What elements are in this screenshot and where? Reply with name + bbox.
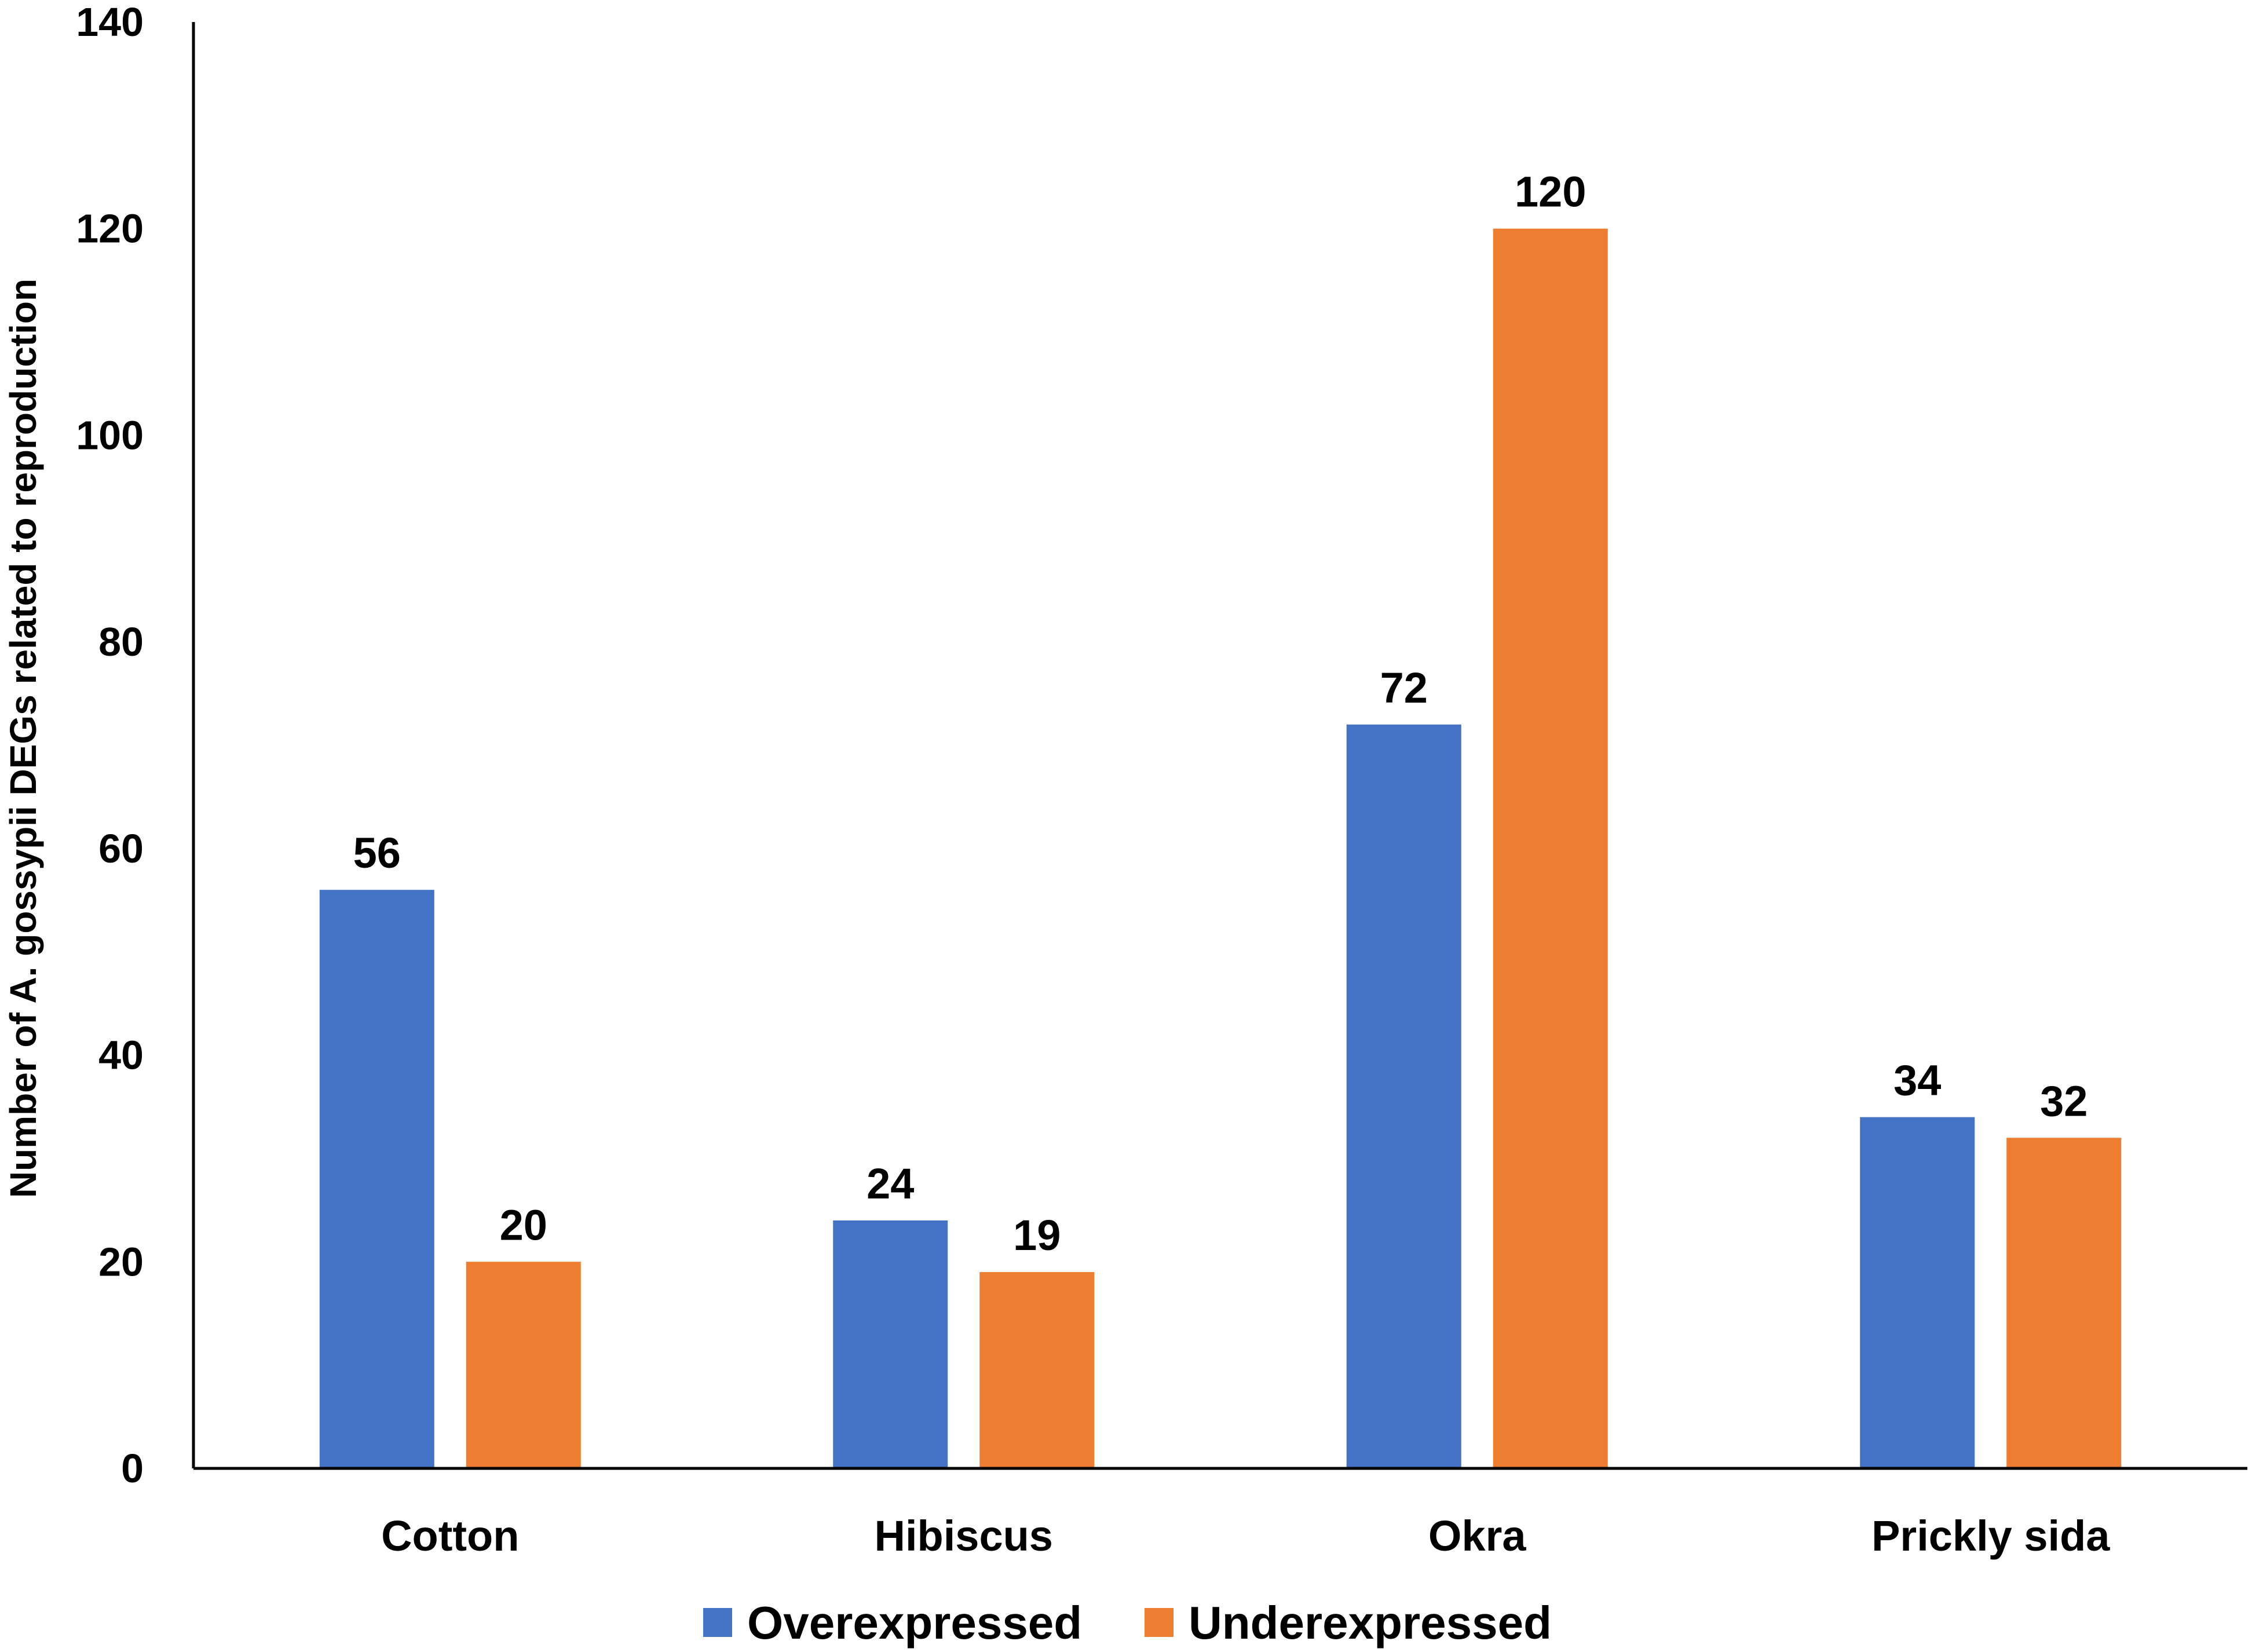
- y-tick-label: 20: [98, 1239, 144, 1284]
- bar-underexpressed-okra: [1493, 228, 1608, 1468]
- data-label: 20: [500, 1201, 547, 1249]
- bar-underexpressed-prickly-sida: [2006, 1138, 2122, 1468]
- data-label: 32: [2040, 1077, 2088, 1125]
- axes-layer: [192, 22, 2247, 1470]
- x-category-label: Hibiscus: [875, 1512, 1053, 1560]
- bar-overexpressed-okra: [1346, 724, 1461, 1468]
- legend-label-overexpressed: Overexpressed: [747, 1597, 1082, 1649]
- legend: Overexpressed Underexpressed: [703, 1597, 1552, 1649]
- legend-swatch-underexpressed: [1145, 1608, 1173, 1637]
- data-labels: 56 20 24 19 72 120 34 32: [353, 168, 2088, 1259]
- legend-swatch-overexpressed: [703, 1608, 732, 1637]
- y-axis-title: Number of A. gossypii DEGs related to re…: [2, 279, 44, 1198]
- data-label: 72: [1380, 664, 1428, 712]
- y-tick-label: 80: [98, 619, 144, 664]
- data-label: 19: [1013, 1211, 1061, 1259]
- y-tick-label: 140: [76, 0, 144, 45]
- y-tick-label: 120: [76, 206, 144, 251]
- y-tick-label: 100: [76, 412, 144, 458]
- data-label: 56: [353, 829, 401, 877]
- bars-layer: [319, 228, 2122, 1468]
- y-tick-label: 40: [98, 1033, 144, 1078]
- bar-underexpressed-hibiscus: [979, 1272, 1095, 1468]
- data-label: 120: [1515, 168, 1586, 216]
- x-category-label: Prickly sida: [1871, 1512, 2110, 1560]
- x-category-labels: Cotton Hibiscus Okra Prickly sida: [381, 1512, 2110, 1560]
- bar-underexpressed-cotton: [466, 1262, 581, 1468]
- bar-overexpressed-cotton: [319, 890, 434, 1468]
- bar-overexpressed-prickly-sida: [1860, 1117, 1975, 1468]
- data-label: 24: [867, 1160, 914, 1208]
- x-category-label: Okra: [1428, 1512, 1527, 1560]
- x-category-label: Cotton: [381, 1512, 519, 1560]
- y-tick-label: 60: [98, 826, 144, 871]
- legend-label-underexpressed: Underexpressed: [1189, 1597, 1552, 1649]
- bar-overexpressed-hibiscus: [833, 1220, 948, 1468]
- y-tick-label: 0: [121, 1446, 144, 1491]
- y-tick-labels: 0 20 40 60 80 100 120 140: [76, 0, 144, 1491]
- data-label: 34: [1893, 1057, 1941, 1105]
